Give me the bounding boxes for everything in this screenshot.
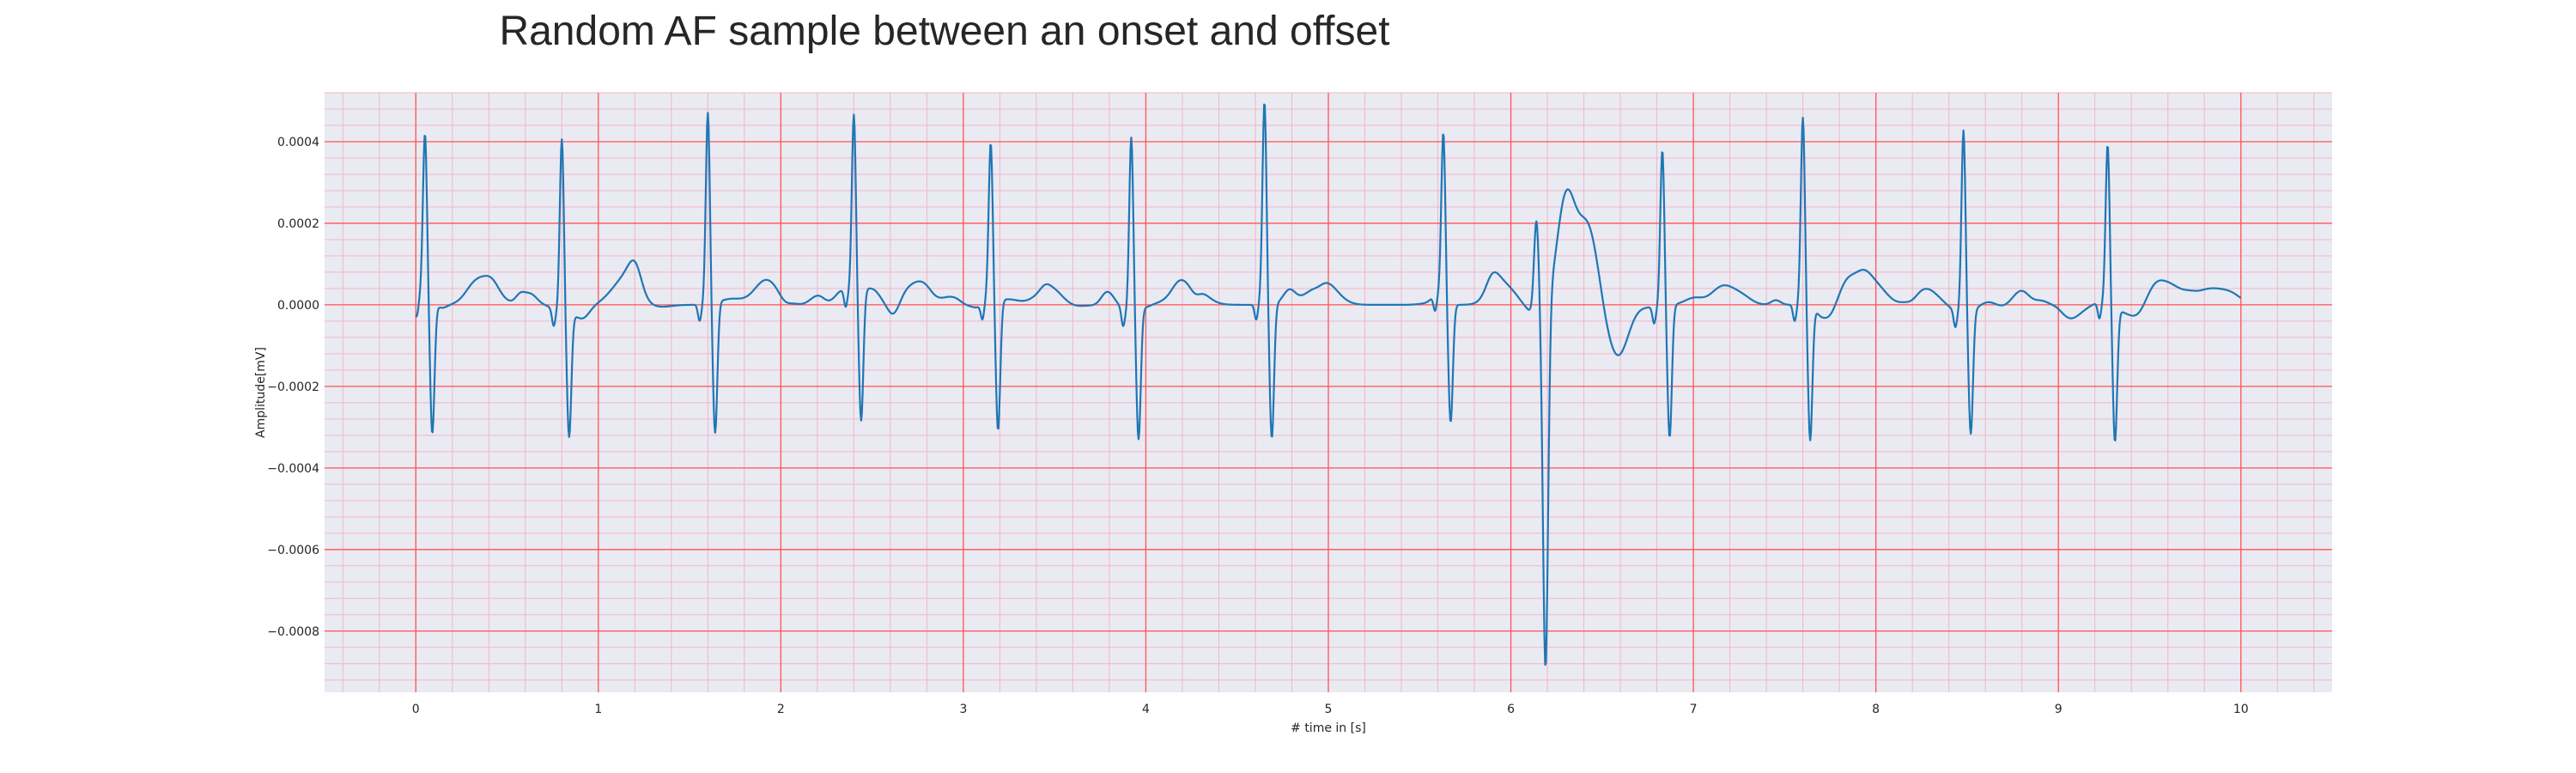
x-tick-label: 0 [412,703,420,716]
x-tick-label: 4 [1142,703,1150,716]
y-tick-label: 0.0000 [277,299,319,313]
y-tick-labels: 0.0004 0.0002 0.0000 −0.0002 −0.0004 −0.0006 −… [267,136,319,639]
y-tick-label: 0.0002 [277,217,319,231]
chart-title: Random AF sample between an onset and of… [499,9,1389,54]
x-tick-label: 6 [1507,703,1515,716]
x-axis-label: # time in [s] [1291,721,1366,735]
x-tick-label: 8 [1872,703,1880,716]
y-tick-label: −0.0008 [267,625,319,639]
x-tick-label: 7 [1690,703,1698,716]
ecg-series-line [415,103,2242,666]
x-tick-labels: 0 1 2 3 4 5 6 7 8 9 10 [412,703,2249,716]
y-tick-label: −0.0004 [267,462,319,476]
x-tick-label: 3 [959,703,967,716]
y-tick-label: 0.0004 [277,136,319,149]
x-tick-label: 10 [2233,703,2249,716]
x-tick-label: 9 [2055,703,2063,716]
y-axis-label: Amplitude[mV] [254,347,268,438]
x-tick-label: 2 [777,703,785,716]
y-tick-label: −0.0006 [267,544,319,557]
y-tick-label: −0.0002 [267,380,319,394]
x-tick-label: 5 [1325,703,1333,716]
x-tick-label: 1 [594,703,602,716]
